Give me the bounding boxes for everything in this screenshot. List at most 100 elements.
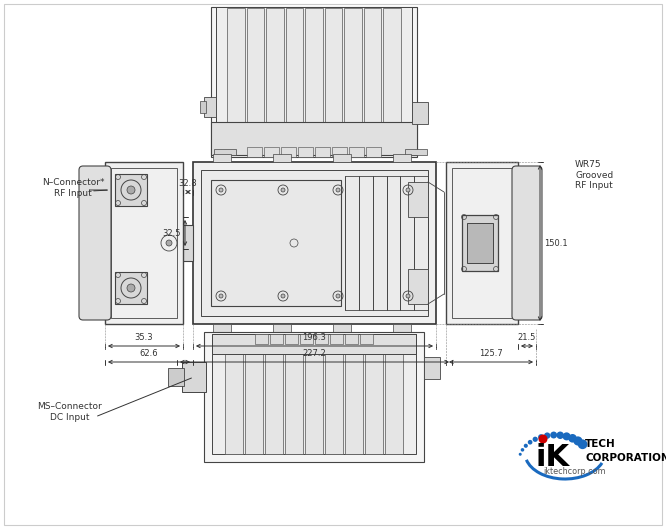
Bar [204,332,424,462]
Text: 32.8: 32.8 [178,179,197,188]
Bar [115,174,147,206]
Circle shape [557,432,564,439]
Bar [365,352,383,454]
Bar [364,8,382,122]
Bar [173,225,193,261]
Bar [446,162,518,324]
Bar [270,334,283,344]
Bar [255,334,268,344]
Text: 150.1: 150.1 [544,239,567,248]
Circle shape [519,453,521,456]
Circle shape [523,444,528,448]
Bar [163,231,175,255]
Bar [266,8,284,122]
Text: 35.3: 35.3 [135,333,153,342]
Text: MS–Connector
DC Input: MS–Connector DC Input [37,402,103,422]
Bar [366,147,381,157]
Circle shape [336,188,340,192]
Bar [344,8,362,122]
Bar [273,154,291,162]
Circle shape [568,434,577,443]
Circle shape [406,188,410,192]
Text: 62.6: 62.6 [140,349,159,358]
Bar [467,223,493,263]
Circle shape [550,432,557,439]
Circle shape [281,294,285,298]
Bar [300,334,313,344]
Text: 21.5: 21.5 [517,333,536,342]
Circle shape [577,440,587,449]
Bar [212,334,416,454]
Circle shape [127,284,135,292]
Bar [201,170,428,316]
Bar [168,368,184,386]
Bar [298,147,313,157]
Circle shape [573,436,583,445]
Bar [111,168,177,318]
Text: 125.7: 125.7 [479,349,503,358]
Bar [333,324,351,332]
Bar [345,352,363,454]
Bar [212,334,416,354]
Bar [325,8,342,122]
Bar [285,352,303,454]
Circle shape [219,188,223,192]
Bar [281,147,296,157]
Circle shape [521,448,524,452]
Circle shape [563,432,571,441]
Bar [424,357,440,379]
Circle shape [406,294,410,298]
Bar [325,352,343,454]
Bar [213,154,231,162]
Bar [384,8,401,122]
Text: 32.5: 32.5 [163,229,181,238]
Bar [405,149,427,155]
Bar [265,352,283,454]
Bar [286,8,303,122]
Bar [211,122,417,155]
Text: 227.2: 227.2 [302,349,326,358]
Bar [182,362,206,392]
FancyBboxPatch shape [512,166,542,320]
Bar [385,352,403,454]
Bar [315,147,330,157]
Text: iK: iK [536,442,570,471]
Text: TECH
CORPORATION: TECH CORPORATION [585,440,666,462]
Bar [193,162,436,324]
Bar [264,147,279,157]
Bar [227,8,244,122]
Circle shape [336,294,340,298]
Circle shape [539,434,547,443]
Bar [273,324,291,332]
Bar [213,324,231,332]
Bar [333,154,351,162]
Bar [330,334,343,344]
Bar [408,182,428,217]
Bar [105,162,183,324]
Circle shape [127,186,135,194]
Bar [305,352,323,454]
Text: WR75
Grooved
RF Input: WR75 Grooved RF Input [575,160,613,190]
Bar [393,154,411,162]
Circle shape [544,432,550,439]
Bar [115,272,147,304]
Bar [211,180,341,306]
Bar [247,147,262,157]
Text: N–Connector*
RF Input: N–Connector* RF Input [42,178,105,198]
Text: 196.3: 196.3 [302,333,326,342]
Bar [412,102,428,124]
Bar [305,8,323,122]
Circle shape [527,440,532,444]
Circle shape [219,294,223,298]
Text: iktechcorp.com: iktechcorp.com [543,467,606,476]
Bar [315,334,328,344]
Bar [245,352,263,454]
Circle shape [538,434,544,440]
Circle shape [166,240,172,246]
Bar [349,147,364,157]
Bar [211,7,417,157]
Bar [408,269,428,304]
Bar [285,334,298,344]
FancyBboxPatch shape [79,166,111,320]
Bar [246,8,264,122]
